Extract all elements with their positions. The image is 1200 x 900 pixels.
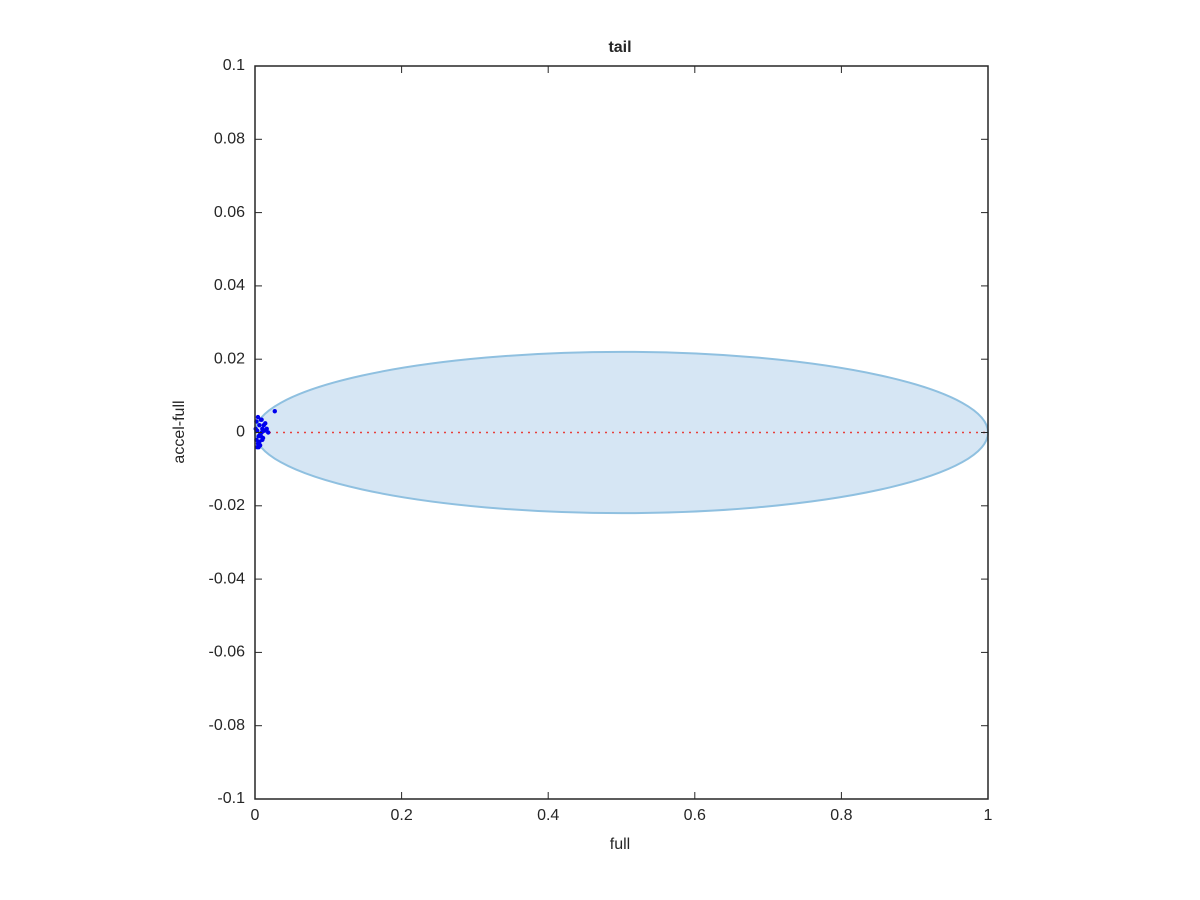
y-tick-label: -0.1: [217, 790, 245, 807]
x-tick-label: 0: [251, 807, 260, 824]
y-tick-label: 0: [236, 424, 245, 441]
point: [258, 433, 264, 439]
x-tick-label: 0.2: [390, 807, 412, 824]
x-tick-label: 0.8: [830, 807, 852, 824]
y-tick-label: -0.06: [209, 644, 246, 661]
point: [257, 422, 262, 428]
y-tick-label: 0.1: [223, 57, 245, 74]
point: [259, 417, 264, 422]
y-tick-label: 0.06: [214, 204, 245, 221]
y-axis-label: accel-full: [171, 400, 188, 463]
point: [272, 409, 277, 414]
point: [257, 443, 263, 448]
point: [255, 414, 261, 420]
point: [260, 437, 265, 443]
y-tick-label: -0.08: [209, 717, 246, 734]
x-tick-label: 0.4: [537, 807, 559, 824]
y-tick-label: -0.02: [209, 497, 246, 514]
x-tick-label: 1: [984, 807, 993, 824]
y-tick-label: 0.02: [214, 350, 245, 367]
y-tick-label: 0.08: [214, 131, 245, 148]
point: [263, 421, 268, 426]
y-tick-label: -0.04: [209, 570, 246, 587]
y-tick-label: 0.04: [214, 277, 245, 294]
chart-title: tail: [608, 39, 631, 56]
point: [265, 430, 271, 435]
x-tick-label: 0.6: [684, 807, 706, 824]
x-axis-label: full: [610, 836, 630, 853]
point: [264, 426, 269, 432]
